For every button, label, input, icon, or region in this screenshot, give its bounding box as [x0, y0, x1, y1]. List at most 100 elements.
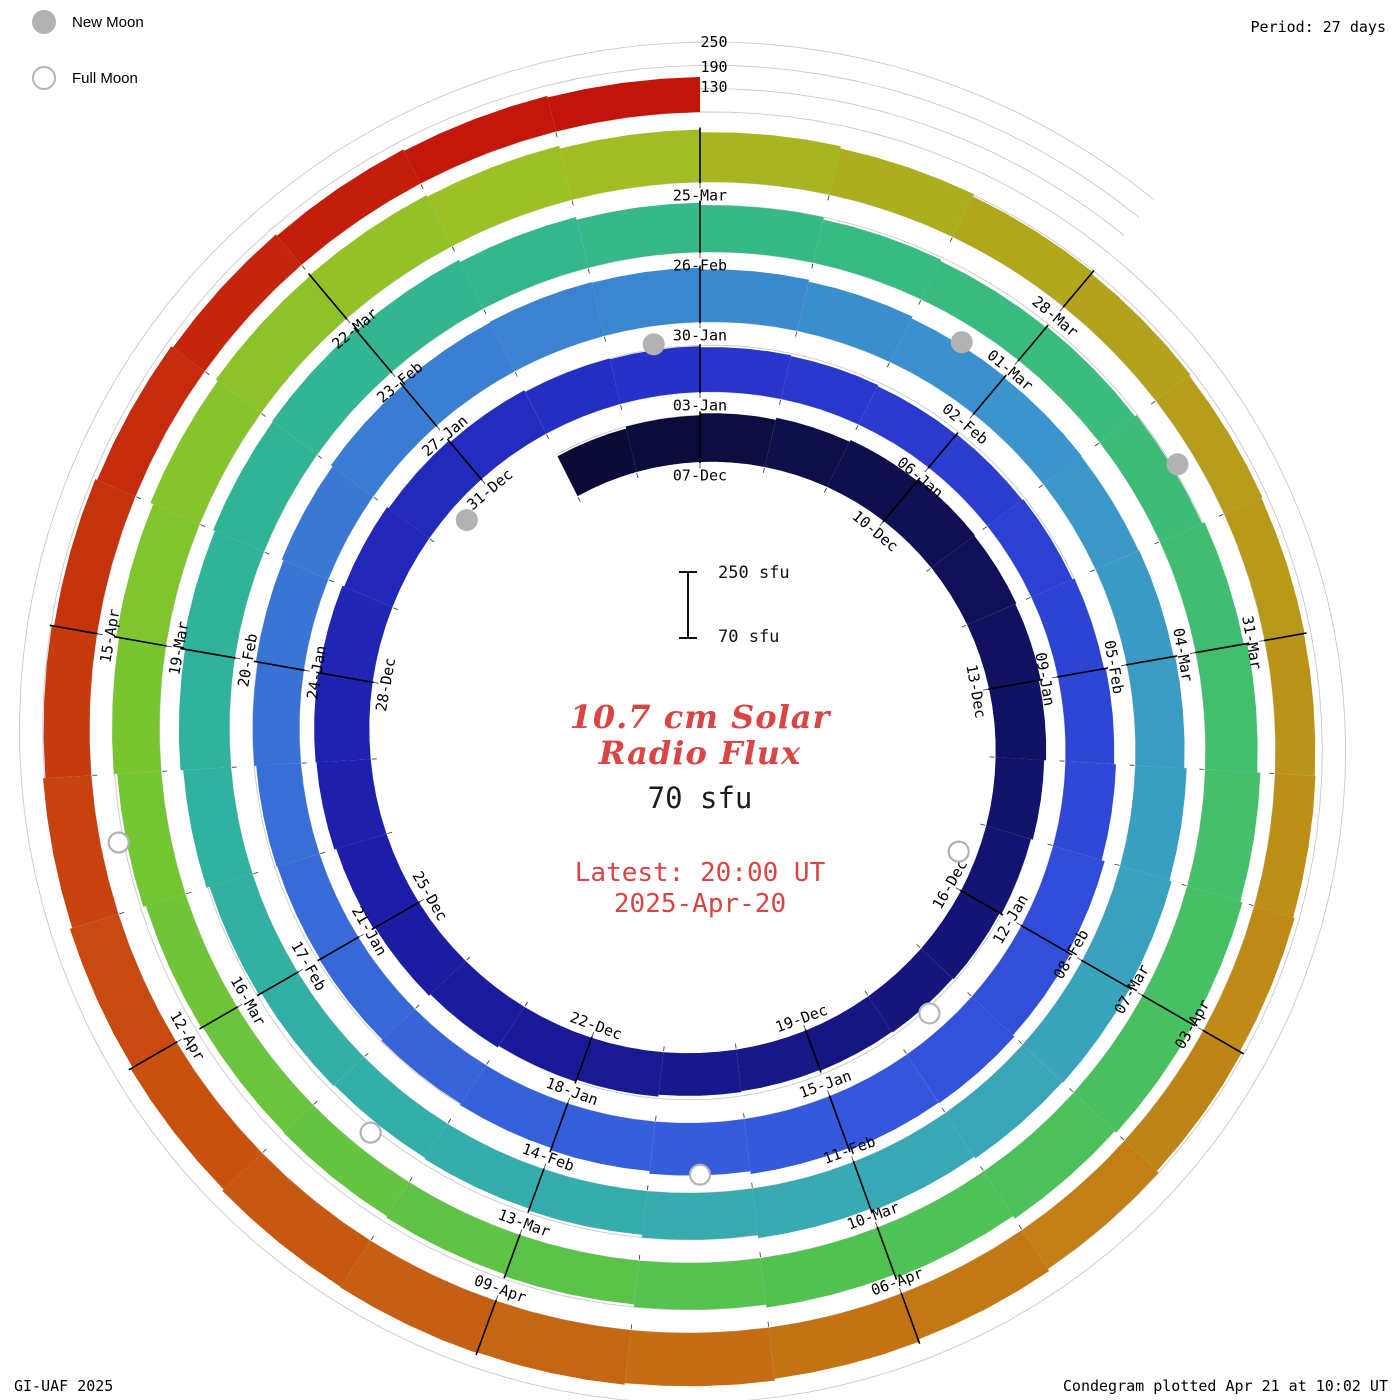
flux-bar	[805, 996, 892, 1071]
flux-bar	[401, 322, 515, 426]
flux-bar	[764, 417, 850, 487]
flux-bar	[330, 385, 437, 497]
flux-bar	[921, 890, 1000, 980]
flux-bar	[576, 202, 700, 268]
full-moon-marker	[947, 840, 970, 863]
flux-bar	[1053, 761, 1116, 861]
new-moon-marker	[950, 331, 973, 354]
flux-bar	[1021, 845, 1105, 953]
flux-bar	[498, 1006, 592, 1082]
flux-bar	[967, 604, 1041, 689]
current-flux-value: 70 sfu	[647, 781, 753, 815]
flux-bar	[1082, 865, 1172, 988]
flux-bar	[780, 356, 879, 425]
scale-bar-line	[687, 572, 689, 639]
flux-bar	[1195, 643, 1258, 773]
date-label: 25-Mar	[673, 186, 727, 204]
new-moon-marker	[455, 509, 478, 531]
flux-bar	[700, 347, 792, 399]
flux-bar	[609, 346, 700, 404]
flux-bar	[973, 377, 1082, 485]
flux-bars	[43, 77, 1316, 1387]
flux-bar	[489, 282, 605, 372]
flux-bar	[1022, 960, 1130, 1083]
flux-bar	[576, 1037, 664, 1097]
flux-bar	[54, 479, 136, 634]
flux-bar	[316, 759, 387, 850]
radial-tick-190: 190	[700, 58, 728, 76]
flux-bar	[649, 1119, 751, 1176]
legend-full-moon: Full Moon	[32, 66, 138, 90]
flux-bar	[1264, 633, 1316, 776]
full-moon-marker	[688, 1163, 712, 1186]
full-moon-marker	[107, 831, 130, 854]
flux-bar	[736, 1030, 821, 1092]
flux-bar	[559, 129, 700, 200]
flux-bar	[768, 1293, 919, 1379]
flux-bar	[319, 585, 393, 683]
flux-bar	[222, 1153, 371, 1287]
flux-bar	[255, 560, 329, 671]
flux-bar	[1124, 1030, 1242, 1172]
credit-label: GI-UAF 2025	[14, 1377, 114, 1395]
flux-bar	[987, 499, 1073, 597]
day-ticks	[92, 132, 1275, 1330]
flux-bar	[450, 390, 547, 480]
flux-bar	[921, 261, 1047, 361]
new-moon-icon	[32, 10, 56, 34]
flux-bar	[404, 95, 556, 184]
flux-bar	[344, 507, 430, 608]
flux-bar	[130, 1042, 263, 1190]
full-moon-marker	[359, 1121, 382, 1144]
flux-bar	[172, 234, 302, 372]
full-moon-label: Full Moon	[72, 69, 138, 87]
flux-bar	[281, 466, 373, 580]
flux-bar	[868, 948, 953, 1033]
flux-bar	[334, 1057, 448, 1158]
flux-bar	[989, 680, 1047, 761]
flux-bar	[1095, 550, 1174, 665]
flux-bar	[961, 825, 1031, 914]
flux-bar	[1099, 415, 1203, 542]
flux-bar	[117, 771, 186, 907]
moon-markers	[107, 331, 1189, 1186]
flux-bar	[1022, 1140, 1159, 1269]
flux-bar	[256, 763, 320, 867]
flux-bar	[309, 195, 452, 319]
flux-bar	[901, 1230, 1050, 1340]
scale-bar-bottom-label: 70 sfu	[718, 627, 780, 647]
flux-bar	[525, 358, 621, 434]
chart-title-line2: Radio Flux	[598, 734, 802, 772]
flux-bar	[827, 440, 918, 522]
flux-bar	[150, 380, 261, 525]
new-moon-marker	[1166, 453, 1189, 476]
flux-bar	[700, 269, 810, 331]
new-moon-label: New Moon	[72, 13, 144, 31]
flux-bar	[625, 415, 700, 472]
flux-bar	[624, 1327, 775, 1387]
flux-bar	[43, 625, 97, 779]
flux-bar	[459, 217, 589, 309]
flux-bar	[1073, 995, 1194, 1133]
flux-bar	[386, 1182, 520, 1275]
flux-bar	[215, 275, 347, 413]
flux-bar	[430, 961, 525, 1048]
flux-bar	[116, 504, 200, 646]
flux-bar	[145, 894, 237, 1028]
flux-bar	[972, 925, 1071, 1036]
flux-bar	[986, 757, 1045, 840]
latest-date-label: 2025-Apr-20	[613, 889, 787, 919]
flux-bar	[209, 874, 298, 995]
flux-bar	[1031, 578, 1104, 677]
flux-bar	[883, 479, 975, 568]
flux-bar	[550, 1103, 656, 1172]
flux-bar	[1254, 773, 1316, 918]
flux-bar	[424, 1123, 544, 1209]
flux-bar	[375, 902, 466, 996]
flux-bar	[213, 421, 317, 552]
flux-bar	[528, 1169, 648, 1235]
flux-bar	[182, 530, 264, 658]
flux-bar	[547, 77, 700, 132]
flux-bar	[1155, 375, 1263, 514]
full-moon-icon	[32, 66, 56, 90]
